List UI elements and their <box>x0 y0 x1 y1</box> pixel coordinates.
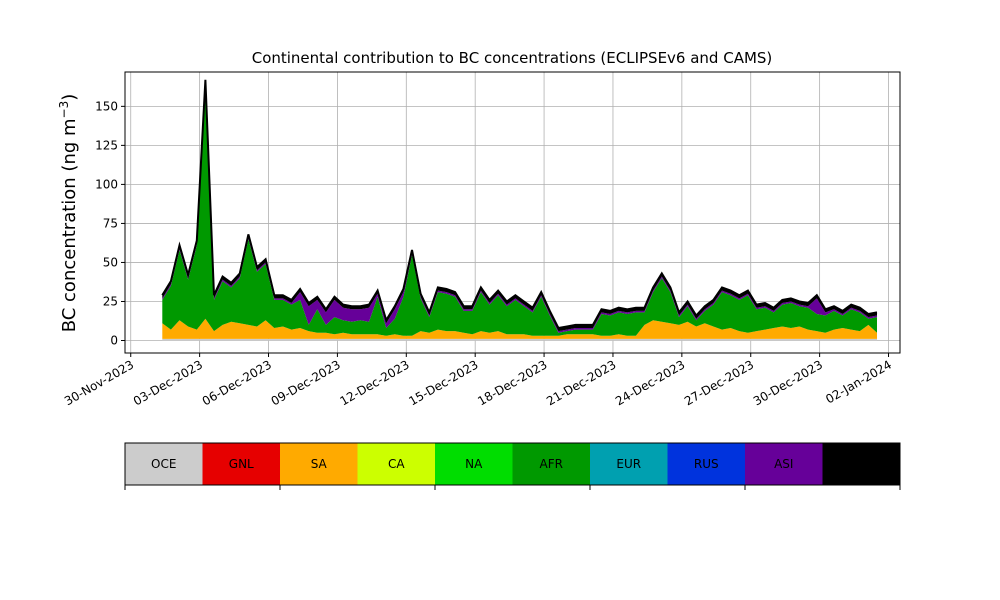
y-tick-label: 100 <box>95 177 118 191</box>
y-tick-label: 125 <box>95 138 118 152</box>
colorbar-label: SA <box>311 457 328 471</box>
plot-frame <box>124 71 901 354</box>
colorbar-label: EUR <box>616 457 641 471</box>
colorbar-label: AFR <box>540 457 563 471</box>
x-tick-label: 24-Dec-2023 <box>613 357 687 408</box>
x-tick-label: 21-Dec-2023 <box>544 357 618 408</box>
chart-title: Continental contribution to BC concentra… <box>252 49 773 67</box>
colorbar-swatch-sa <box>280 443 358 485</box>
colorbar-swatch-ca <box>357 443 436 485</box>
x-tick-label: 30-Dec-2023 <box>751 357 825 408</box>
colorbar-swatch-na <box>435 443 513 485</box>
y-tick-label: 150 <box>95 99 118 113</box>
colorbar-swatch-asi <box>745 443 823 485</box>
x-tick-label: 02-Jan-2024 <box>823 357 894 406</box>
x-axis: 30-Nov-202303-Dec-202306-Dec-202309-Dec-… <box>62 353 894 408</box>
y-tick-label: 0 <box>110 334 118 348</box>
total-line <box>161 79 878 330</box>
colorbar-label: AUS <box>849 457 874 471</box>
x-tick-label: 09-Dec-2023 <box>269 357 343 408</box>
colorbar-swatch-afr <box>512 443 591 485</box>
area-oce <box>162 338 878 341</box>
colorbar-swatch-eur <box>590 443 668 485</box>
x-tick-label: 06-Dec-2023 <box>200 357 274 408</box>
colorbar-label: RUS <box>694 457 719 471</box>
colorbar-label: CA <box>388 457 405 471</box>
x-tick-label: 03-Dec-2023 <box>131 357 205 408</box>
colorbar-swatch-oce <box>125 443 203 485</box>
stacked-areas <box>162 79 878 341</box>
x-tick-label: 27-Dec-2023 <box>682 357 756 408</box>
y-tick-label: 50 <box>103 255 118 269</box>
colorbar-label: ASI <box>774 457 793 471</box>
colorbar-swatch-rus <box>667 443 746 485</box>
area-sa <box>162 318 878 339</box>
colorbar-swatch-gnl <box>202 443 281 485</box>
colorbar-label: OCE <box>151 457 176 471</box>
y-tick-label: 25 <box>103 294 118 308</box>
x-tick-label: 12-Dec-2023 <box>338 357 412 408</box>
x-tick-label: 15-Dec-2023 <box>406 357 480 408</box>
x-tick-label: 18-Dec-2023 <box>475 357 549 408</box>
x-tick-label: 30-Nov-2023 <box>62 357 136 408</box>
region-colorbar: OCE GNL SA CA NA AFR EUR RUS ASI AUS <box>124 442 901 490</box>
colorbar-swatch-aus <box>822 443 901 485</box>
colorbar-label: NA <box>465 457 483 471</box>
y-tick-label: 75 <box>103 216 118 230</box>
y-axis: 0 25 50 75 100 125 150 <box>95 99 125 348</box>
colorbar-frame <box>124 442 901 486</box>
area-afr <box>162 84 878 336</box>
colorbar-label: GNL <box>229 457 254 471</box>
y-axis-label: BC concentration (ng m−3) <box>57 94 80 333</box>
